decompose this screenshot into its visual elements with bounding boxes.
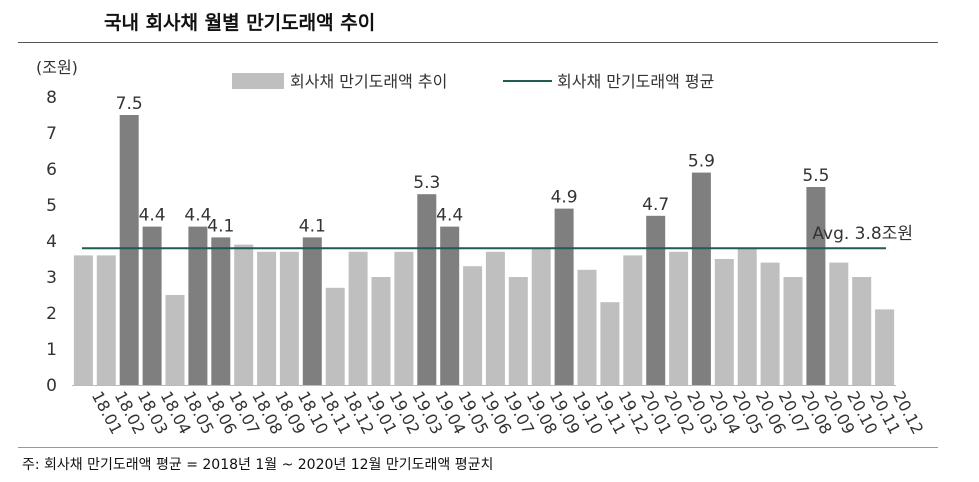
bar-18.05 xyxy=(165,295,185,385)
bar-20.03 xyxy=(669,251,689,385)
y-tick-label: 2 xyxy=(46,304,57,324)
bar-19.11 xyxy=(577,269,597,385)
footer-divider xyxy=(18,447,938,448)
y-tick-label: 4 xyxy=(46,232,57,252)
data-label-19.10: 4.9 xyxy=(551,188,578,208)
bar-20.02 xyxy=(646,215,666,385)
footnote: 주: 회사채 만기도래액 평균 = 2018년 1월 ~ 2020년 12월 만… xyxy=(22,457,494,473)
data-label-18.07: 4.1 xyxy=(207,216,234,236)
bar-19.06 xyxy=(463,266,483,385)
bar-19.05 xyxy=(440,226,460,385)
y-tick-label: 8 xyxy=(46,88,57,108)
y-tick-label: 3 xyxy=(46,268,57,288)
bar-18.04 xyxy=(142,226,162,385)
bar-18.11 xyxy=(302,237,322,385)
bar-20.04 xyxy=(691,172,711,385)
bar-20.10 xyxy=(829,262,849,385)
y-tick-label: 7 xyxy=(46,124,57,144)
data-label-18.11: 4.1 xyxy=(299,216,326,236)
legend-swatch-bar xyxy=(232,73,284,89)
legend: 회사채 만기도래액 추이 회사채 만기도래액 평균 xyxy=(232,72,714,91)
data-labels: 7.54.4 4.44.1 4.15.34.44.9 4.75.95.5 xyxy=(116,94,830,236)
bar-18.01 xyxy=(73,255,93,385)
bar-19.10 xyxy=(554,208,574,385)
bar-18.02 xyxy=(96,255,116,385)
bar-19.04 xyxy=(417,194,437,385)
average-annotation: Avg. 3.8조원 xyxy=(812,224,913,244)
bar-18.12 xyxy=(325,287,345,385)
bar-20.05 xyxy=(714,259,734,385)
y-axis: 0 1 2 3 4 5 6 7 8 xyxy=(46,88,57,396)
data-label-20.02: 4.7 xyxy=(642,195,669,215)
bar-20.09 xyxy=(806,187,826,385)
bar-18.09 xyxy=(257,251,277,385)
bar-20.01 xyxy=(623,255,643,385)
bar-18.07 xyxy=(211,237,231,385)
data-label-20.04: 5.9 xyxy=(688,152,715,172)
data-label-19.04: 5.3 xyxy=(413,173,440,193)
data-label-18.03: 7.5 xyxy=(116,94,143,114)
data-label-18.04: 4.4 xyxy=(139,206,166,226)
legend-label-bar: 회사채 만기도래액 추이 xyxy=(290,72,447,91)
y-axis-unit-label: (조원) xyxy=(36,58,78,77)
bar-chart: 회사채 만기도래액 추이 회사채 만기도래액 평균 (조원) 0 1 2 3 4 5 6 7 8… xyxy=(36,58,927,437)
bar-19.07 xyxy=(485,251,505,385)
data-label-18.06: 4.4 xyxy=(184,206,211,226)
x-axis: 18.0118.0218.0318.0418.0518.0618.0718.08… xyxy=(88,388,927,437)
data-label-19.05: 4.4 xyxy=(436,206,463,226)
y-tick-label: 5 xyxy=(46,196,57,216)
data-label-20.09: 5.5 xyxy=(802,166,829,186)
title-divider xyxy=(18,42,938,43)
bar-19.01 xyxy=(348,251,368,385)
y-tick-label: 6 xyxy=(46,160,57,180)
bars xyxy=(73,115,895,385)
bar-18.06 xyxy=(188,226,208,385)
y-tick-label: 0 xyxy=(46,376,57,396)
bar-18.08 xyxy=(234,244,254,385)
bar-20.11 xyxy=(852,277,872,385)
legend-label-line: 회사채 만기도래액 평균 xyxy=(557,72,714,91)
y-tick-label: 1 xyxy=(46,340,57,360)
bar-19.02 xyxy=(371,277,391,385)
bar-20.06 xyxy=(737,248,757,385)
bar-19.03 xyxy=(394,251,414,385)
bar-20.08 xyxy=(783,277,803,385)
bar-18.03 xyxy=(119,115,139,385)
bar-20.12 xyxy=(875,309,895,385)
bar-19.08 xyxy=(508,277,528,385)
bar-20.07 xyxy=(760,262,780,385)
bar-18.10 xyxy=(279,251,299,385)
chart-title: 국내 회사채 월별 만기도래액 추이 xyxy=(104,12,376,34)
bar-19.12 xyxy=(600,302,620,385)
bar-19.09 xyxy=(531,248,551,385)
